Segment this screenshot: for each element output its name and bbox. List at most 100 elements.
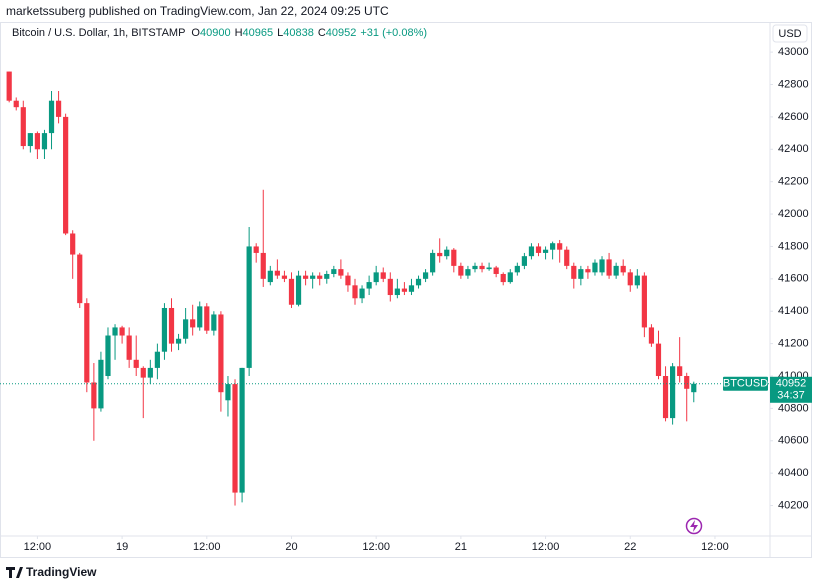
candle-body [13, 100, 19, 108]
candle-body [677, 366, 683, 377]
candle-body [27, 133, 33, 147]
candle-body [507, 272, 513, 283]
candle-body [578, 269, 584, 279]
ohlc-value: 40838 [283, 27, 314, 39]
x-tick-label: 12:00 [701, 541, 729, 553]
change-value: +31 (+0.08%) [360, 27, 427, 39]
ohlc-value: 40900 [200, 27, 231, 39]
candle-body [154, 351, 160, 368]
candle-body [225, 384, 231, 401]
alert-icon[interactable] [685, 517, 703, 535]
candle-body [437, 252, 443, 257]
candle-body [564, 249, 570, 266]
candle-body [500, 273, 506, 283]
candle-body [535, 246, 542, 253]
y-tick-label: 43000 [778, 46, 809, 58]
candle-body [197, 306, 203, 328]
candle-body [126, 335, 132, 360]
x-tick-label: 12:00 [24, 541, 52, 553]
candle-body [246, 246, 252, 368]
candle-body [648, 327, 655, 344]
countdown: 34:37 [777, 390, 805, 402]
candle-body [387, 278, 393, 296]
candle-body [634, 275, 640, 286]
candle-body [479, 265, 485, 270]
candle-body [147, 367, 153, 378]
candle-body [422, 272, 429, 279]
price-tag [770, 376, 812, 403]
symbol-tag [723, 376, 768, 391]
candle-body [599, 259, 605, 273]
candle-body [451, 249, 457, 266]
candle-body [20, 107, 26, 147]
candle-body [98, 359, 104, 409]
candle-body [175, 338, 182, 344]
candle-body [380, 272, 386, 279]
candle-body [613, 265, 619, 276]
candle-body [670, 366, 676, 419]
candle-body [493, 267, 499, 274]
candle-body [430, 252, 436, 273]
candle-body [161, 307, 168, 352]
candle-body [211, 314, 217, 331]
candle-body [359, 288, 365, 299]
candle-body [415, 278, 422, 286]
candle-body [444, 249, 450, 257]
candle-body [345, 275, 351, 286]
currency-label[interactable]: USD [778, 28, 801, 40]
candle-body [366, 282, 372, 289]
candle-body [401, 288, 408, 292]
candle-body [6, 71, 12, 101]
candle-body [571, 265, 577, 279]
y-tick-label: 41800 [778, 240, 809, 252]
ohlc-label: C [318, 27, 326, 39]
candle-body [232, 384, 238, 493]
candle-body [691, 383, 697, 393]
y-tick-label: 40800 [778, 402, 809, 414]
candle-body [295, 275, 302, 305]
candle-body [91, 382, 97, 409]
x-tick-label: 19 [116, 541, 128, 553]
candles [6, 71, 697, 506]
x-tick-label: 12:00 [362, 541, 390, 553]
candle-body [662, 376, 669, 419]
x-tick-label: 12:00 [193, 541, 221, 553]
candle-body [458, 265, 464, 276]
candle-body [331, 269, 337, 274]
candle-body [70, 233, 76, 255]
y-tick-label: 42000 [778, 208, 809, 220]
attribution: marketssuberg published on TradingView.c… [6, 4, 389, 18]
ohlc-label: L [277, 27, 283, 39]
candle-body [105, 335, 111, 377]
candle-body [655, 343, 662, 377]
candle-body [317, 275, 323, 279]
candle-body [303, 275, 309, 279]
currency-box[interactable] [772, 24, 808, 43]
y-tick-label: 42600 [778, 111, 809, 123]
candle-body [627, 272, 633, 286]
candle-body [465, 269, 471, 276]
candle-body [55, 100, 62, 117]
candle-body [394, 288, 400, 296]
candle-body [274, 270, 280, 276]
candle-body [77, 254, 83, 304]
ohlc-value: 40952 [326, 27, 357, 39]
candle-body [281, 275, 288, 279]
candle-body [260, 252, 266, 279]
footer-logo [6, 567, 23, 578]
ohlc-label: O [191, 27, 200, 39]
candle-body [684, 376, 690, 389]
candle-body [550, 243, 556, 250]
candle-body [267, 270, 273, 283]
candle-body [542, 249, 549, 253]
candle-body [63, 116, 69, 234]
x-tick-label: 21 [455, 541, 467, 553]
price-tag-value: 40952 [776, 378, 807, 390]
candle-body [190, 319, 196, 328]
candle-body [112, 327, 118, 336]
y-tick-label: 42200 [778, 176, 809, 188]
candle-body [641, 275, 647, 328]
candle-body [140, 367, 146, 378]
y-tick-label: 41600 [778, 273, 809, 285]
